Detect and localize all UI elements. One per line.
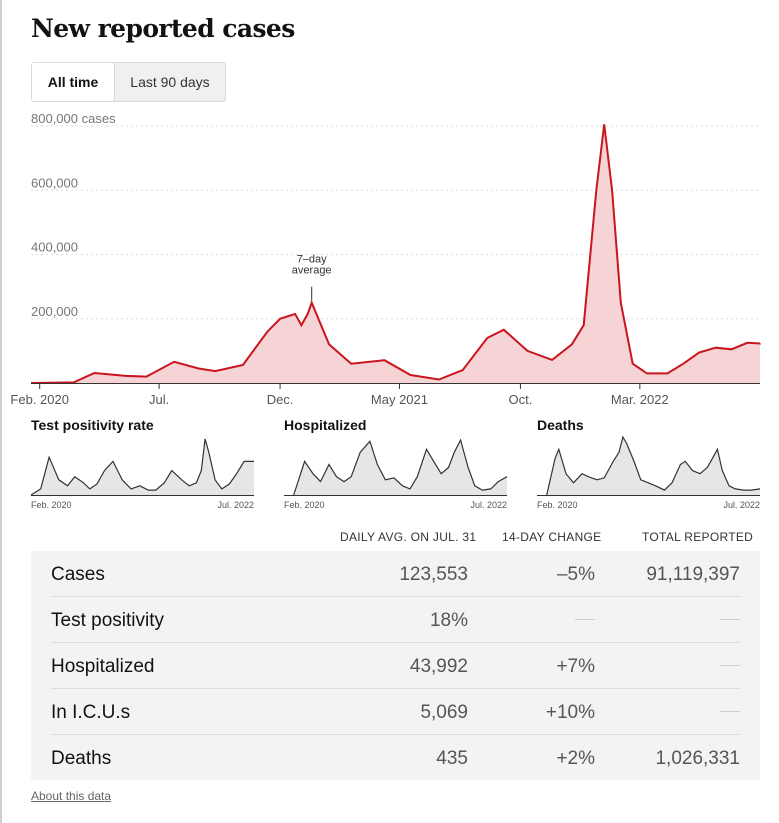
time-range-toggle: All time Last 90 days xyxy=(31,62,226,102)
hospitalized-chart: Hospitalized Feb. 2020 Jul. 2022 xyxy=(284,417,508,510)
no-data-dash xyxy=(720,665,740,666)
stats-table: DAILY AVG. ON JUL. 31 14-DAY CHANGE TOTA… xyxy=(31,530,760,578)
change-value: +10% xyxy=(545,702,595,723)
x-tick-label: Jul. xyxy=(149,392,169,407)
mini-line xyxy=(293,438,508,496)
no-data-dash xyxy=(720,619,740,620)
test-positivity-chart: Test positivity rate Feb. 2020 Jul. 2022 xyxy=(30,417,254,510)
about-data-link[interactable]: About this data xyxy=(31,789,112,803)
mini-x-tick-label: Feb. 2020 xyxy=(31,500,72,510)
y-tick-label: 600,000 xyxy=(31,175,78,190)
daily-avg-value: 43,992 xyxy=(409,656,468,677)
daily-avg-header: DAILY AVG. ON JUL. 31 xyxy=(340,530,477,544)
mini-area xyxy=(546,437,760,495)
total-value: 1,026,331 xyxy=(655,748,740,769)
change-header: 14-DAY CHANGE xyxy=(502,530,602,544)
mini-line xyxy=(30,438,254,496)
x-tick-label: Mar. 2022 xyxy=(611,392,669,407)
x-tick-label: Feb. 2020 xyxy=(10,392,69,407)
stats-row: In I.C.U.s 5,069 +10% xyxy=(51,689,740,735)
no-data-dash xyxy=(720,711,740,712)
stats-row: Hospitalized 43,992 +7% xyxy=(51,643,740,689)
total-value: 91,119,397 xyxy=(646,564,740,585)
y-tick-label: 400,000 xyxy=(31,240,78,255)
page-title: New reported cases xyxy=(31,14,295,43)
mini-chart-title: Deaths xyxy=(537,417,584,433)
stats-table-body: Cases 123,553 –5% 91,119,397 Test positivity… xyxy=(31,551,760,780)
change-value: +2% xyxy=(556,748,595,769)
annotation-label: average xyxy=(292,265,332,277)
annotation-label: 7–day xyxy=(297,254,327,266)
daily-avg-value: 123,553 xyxy=(399,564,468,585)
mini-x-tick-label: Jul. 2022 xyxy=(470,500,507,510)
change-value: +7% xyxy=(556,656,595,677)
mini-x-tick-label: Jul. 2022 xyxy=(217,500,254,510)
stats-row-label: Cases xyxy=(51,564,105,585)
daily-avg-value: 5,069 xyxy=(420,702,468,723)
stats-row-label: Deaths xyxy=(51,748,112,769)
mini-chart-title: Hospitalized xyxy=(284,417,366,433)
daily-avg-value: 435 xyxy=(436,748,468,769)
mini-line xyxy=(546,435,761,496)
last-90-days-button[interactable]: Last 90 days xyxy=(115,63,225,101)
stats-header: DAILY AVG. ON JUL. 31 14-DAY CHANGE TOTA… xyxy=(31,530,760,578)
stats-row: Test positivity 18% xyxy=(51,597,740,643)
daily-avg-value: 18% xyxy=(429,610,468,631)
mini-area xyxy=(293,440,507,495)
deaths-chart: Deaths Feb. 2020 Jul. 2022 xyxy=(537,417,761,510)
mini-area xyxy=(31,438,254,495)
mini-x-tick-label: Jul. 2022 xyxy=(723,500,760,510)
all-time-button[interactable]: All time xyxy=(32,63,115,101)
x-tick-label: Dec. xyxy=(267,392,294,407)
y-tick-label: 200,000 xyxy=(31,304,78,319)
stats-row-label: Test positivity xyxy=(51,610,164,631)
cases-line xyxy=(30,124,761,384)
mini-x-tick-label: Feb. 2020 xyxy=(537,500,578,510)
stats-row: Cases 123,553 –5% 91,119,397 xyxy=(51,551,740,597)
page-left-edge xyxy=(0,0,2,823)
stats-row-label: In I.C.U.s xyxy=(51,702,131,723)
mini-chart-title: Test positivity rate xyxy=(31,417,154,433)
cases-chart: 800,000 cases 600,000 400,000 200,000 Feb. 2… xyxy=(10,111,761,407)
y-tick-label: 800,000 cases xyxy=(31,111,116,126)
cases-area xyxy=(31,124,760,384)
x-tick-label: May 2021 xyxy=(371,392,428,407)
no-data-dash xyxy=(575,619,595,620)
x-tick-label: Oct. xyxy=(509,392,533,407)
change-value: –5% xyxy=(556,564,595,585)
mini-x-tick-label: Feb. 2020 xyxy=(284,500,325,510)
stats-row: Deaths 435 +2% 1,026,331 xyxy=(51,735,740,780)
total-header: TOTAL REPORTED xyxy=(642,530,754,544)
stats-row-label: Hospitalized xyxy=(51,656,155,677)
